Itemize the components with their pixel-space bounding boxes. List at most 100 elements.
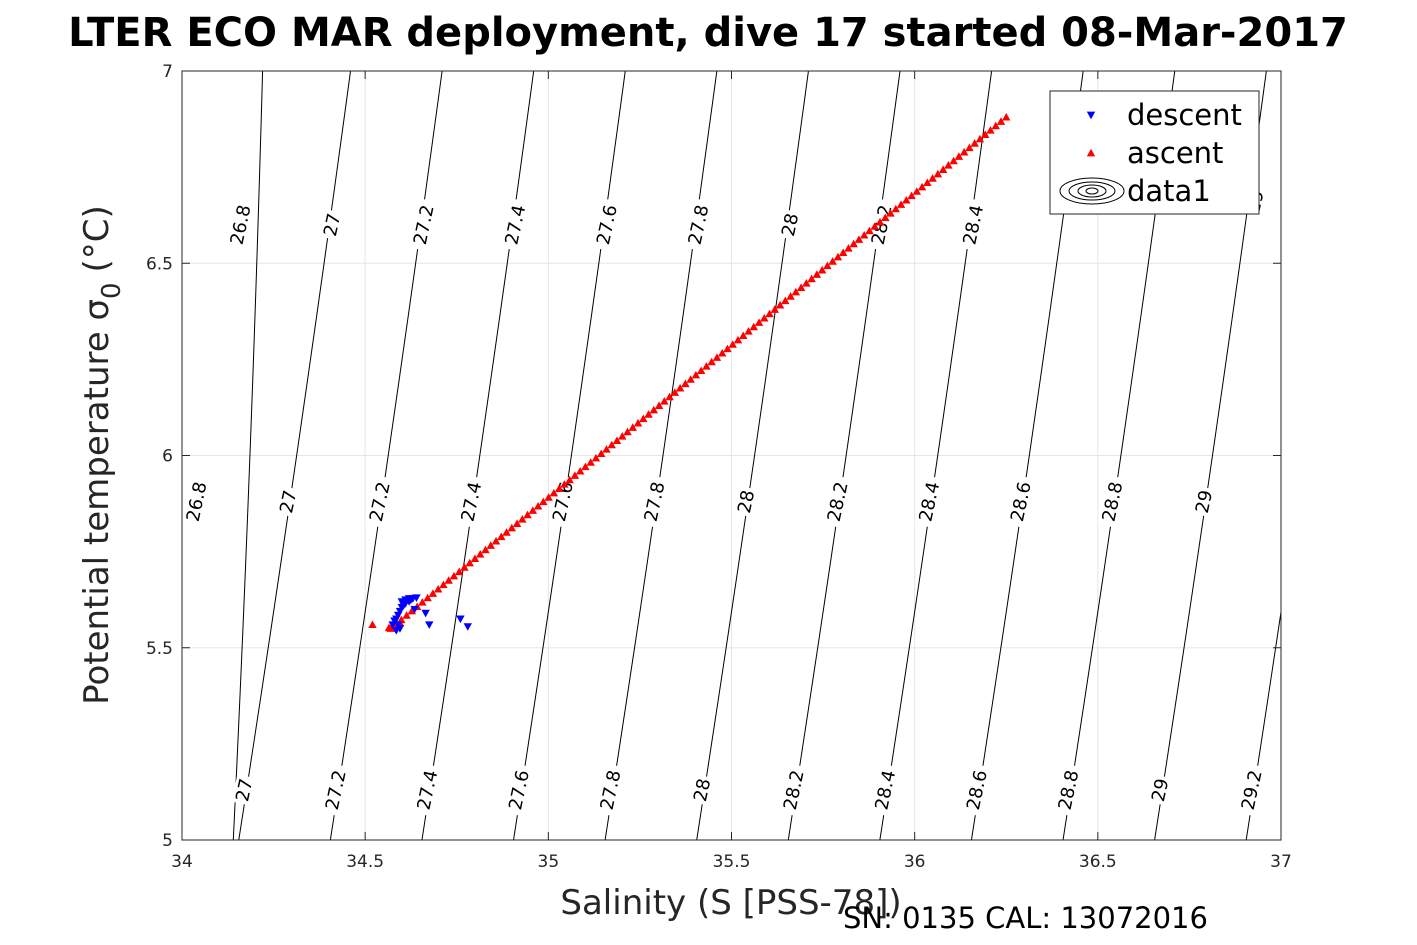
ascent-point <box>554 484 564 493</box>
ascent-point <box>454 567 464 576</box>
descent-point <box>393 621 403 629</box>
x-tick-label: 34 <box>171 852 193 872</box>
ascent-point <box>928 174 937 182</box>
ascent-point <box>570 471 580 479</box>
ascent-point <box>923 178 932 187</box>
contour-label-bg <box>1191 485 1217 518</box>
ascent-point <box>796 283 806 291</box>
contour-label-bg <box>595 763 626 817</box>
contour-label: 28 <box>778 212 803 239</box>
ascent-point <box>486 541 495 549</box>
ascent-point <box>407 606 417 615</box>
ascent-point <box>581 462 590 471</box>
contour-label-bg <box>1053 763 1084 817</box>
contour-label-bg <box>683 198 714 252</box>
contour-label-bg <box>548 475 578 529</box>
ascent-point <box>781 296 790 305</box>
ascent-point <box>444 576 453 584</box>
ascent-point <box>786 292 795 300</box>
ascent-point <box>565 475 574 484</box>
x-tick-label: 35.5 <box>713 852 751 872</box>
ascent-point <box>476 550 485 558</box>
contour-label-bg <box>1097 475 1128 529</box>
contour-line <box>1245 608 1281 840</box>
descent-point <box>404 595 414 603</box>
legend-contour-marker <box>1077 184 1107 198</box>
contour-label-bg <box>914 475 945 529</box>
ascent-point <box>860 230 869 239</box>
ascent-point <box>597 449 606 458</box>
ascent-point <box>549 488 559 497</box>
contour-line <box>232 71 264 840</box>
footer-serial: SN: 0135 CAL: 13072016 <box>843 901 1208 935</box>
ascent-point <box>507 523 516 532</box>
legend-contour-marker <box>1085 187 1099 195</box>
contour-label-bg <box>504 763 535 817</box>
ascent-point <box>660 397 669 405</box>
ascent-point <box>728 340 737 348</box>
contour-line <box>513 71 626 840</box>
contour-label-bg <box>231 774 257 806</box>
contour-label: 28 <box>690 777 715 804</box>
legend-label-descent: descent <box>1127 98 1242 132</box>
contour-label-bg <box>591 198 622 252</box>
contour-label-bg <box>777 209 803 241</box>
x-tick-label: 36.5 <box>1079 852 1117 872</box>
descent-point <box>390 617 399 626</box>
contour-label-bg <box>778 763 809 817</box>
ascent-point <box>528 506 538 514</box>
ascent-point <box>544 493 553 501</box>
descent-point <box>410 605 419 614</box>
ascent-point <box>760 313 769 322</box>
contour-label-bg <box>870 763 901 817</box>
y-axis-label-unit: (°C) <box>77 205 117 272</box>
ascent-point <box>907 191 916 200</box>
legend-box <box>1049 90 1260 215</box>
x-axis-label: Salinity (S [PSS-78]) <box>560 883 901 923</box>
ascent-point <box>418 598 427 606</box>
ascent-point <box>828 257 837 265</box>
ascent-point <box>607 440 616 449</box>
ascent-point <box>675 383 685 392</box>
ascent-point <box>912 187 922 195</box>
ascent-point <box>402 611 411 619</box>
y-axis-label-subscript: 0 <box>97 282 127 299</box>
ascent-point <box>849 239 858 248</box>
ascent-point <box>423 593 432 602</box>
ascent-point <box>802 279 811 287</box>
y-tick-label: 5 <box>162 831 173 851</box>
ascent-point <box>975 134 985 143</box>
ascent-point <box>917 182 927 191</box>
ascent-point <box>933 169 943 178</box>
ascent-point <box>718 348 727 357</box>
descent-point <box>412 594 421 602</box>
ascent-point <box>644 410 653 418</box>
contour-label: 28 <box>734 488 759 515</box>
ascent-point <box>991 121 1000 130</box>
contour-line <box>238 71 352 840</box>
ascent-point <box>712 353 722 361</box>
contour-line <box>696 71 809 840</box>
ascent-point <box>686 375 695 383</box>
x-tick-label: 37 <box>1270 852 1292 872</box>
ascent-point <box>938 165 948 173</box>
contour-line <box>879 71 993 840</box>
ascent-point <box>639 414 648 423</box>
ascent-point <box>891 204 900 213</box>
contour-line <box>421 71 535 840</box>
contour-line <box>329 71 443 840</box>
contour-label-bg <box>689 774 715 806</box>
ascent-point <box>749 322 758 331</box>
ascent-point <box>470 554 480 562</box>
ascent-point <box>491 536 501 545</box>
y-axis-label-main: Potential temperature σ <box>77 299 117 705</box>
ascent-point <box>586 458 595 466</box>
ascent-point <box>965 143 974 152</box>
contour-label-bg <box>733 485 759 518</box>
ascent-point <box>633 418 643 427</box>
contour-label-bg <box>364 475 395 529</box>
legend-label-ascent: ascent <box>1127 136 1223 170</box>
ascent-point <box>949 156 958 165</box>
ascent-point <box>654 401 664 409</box>
